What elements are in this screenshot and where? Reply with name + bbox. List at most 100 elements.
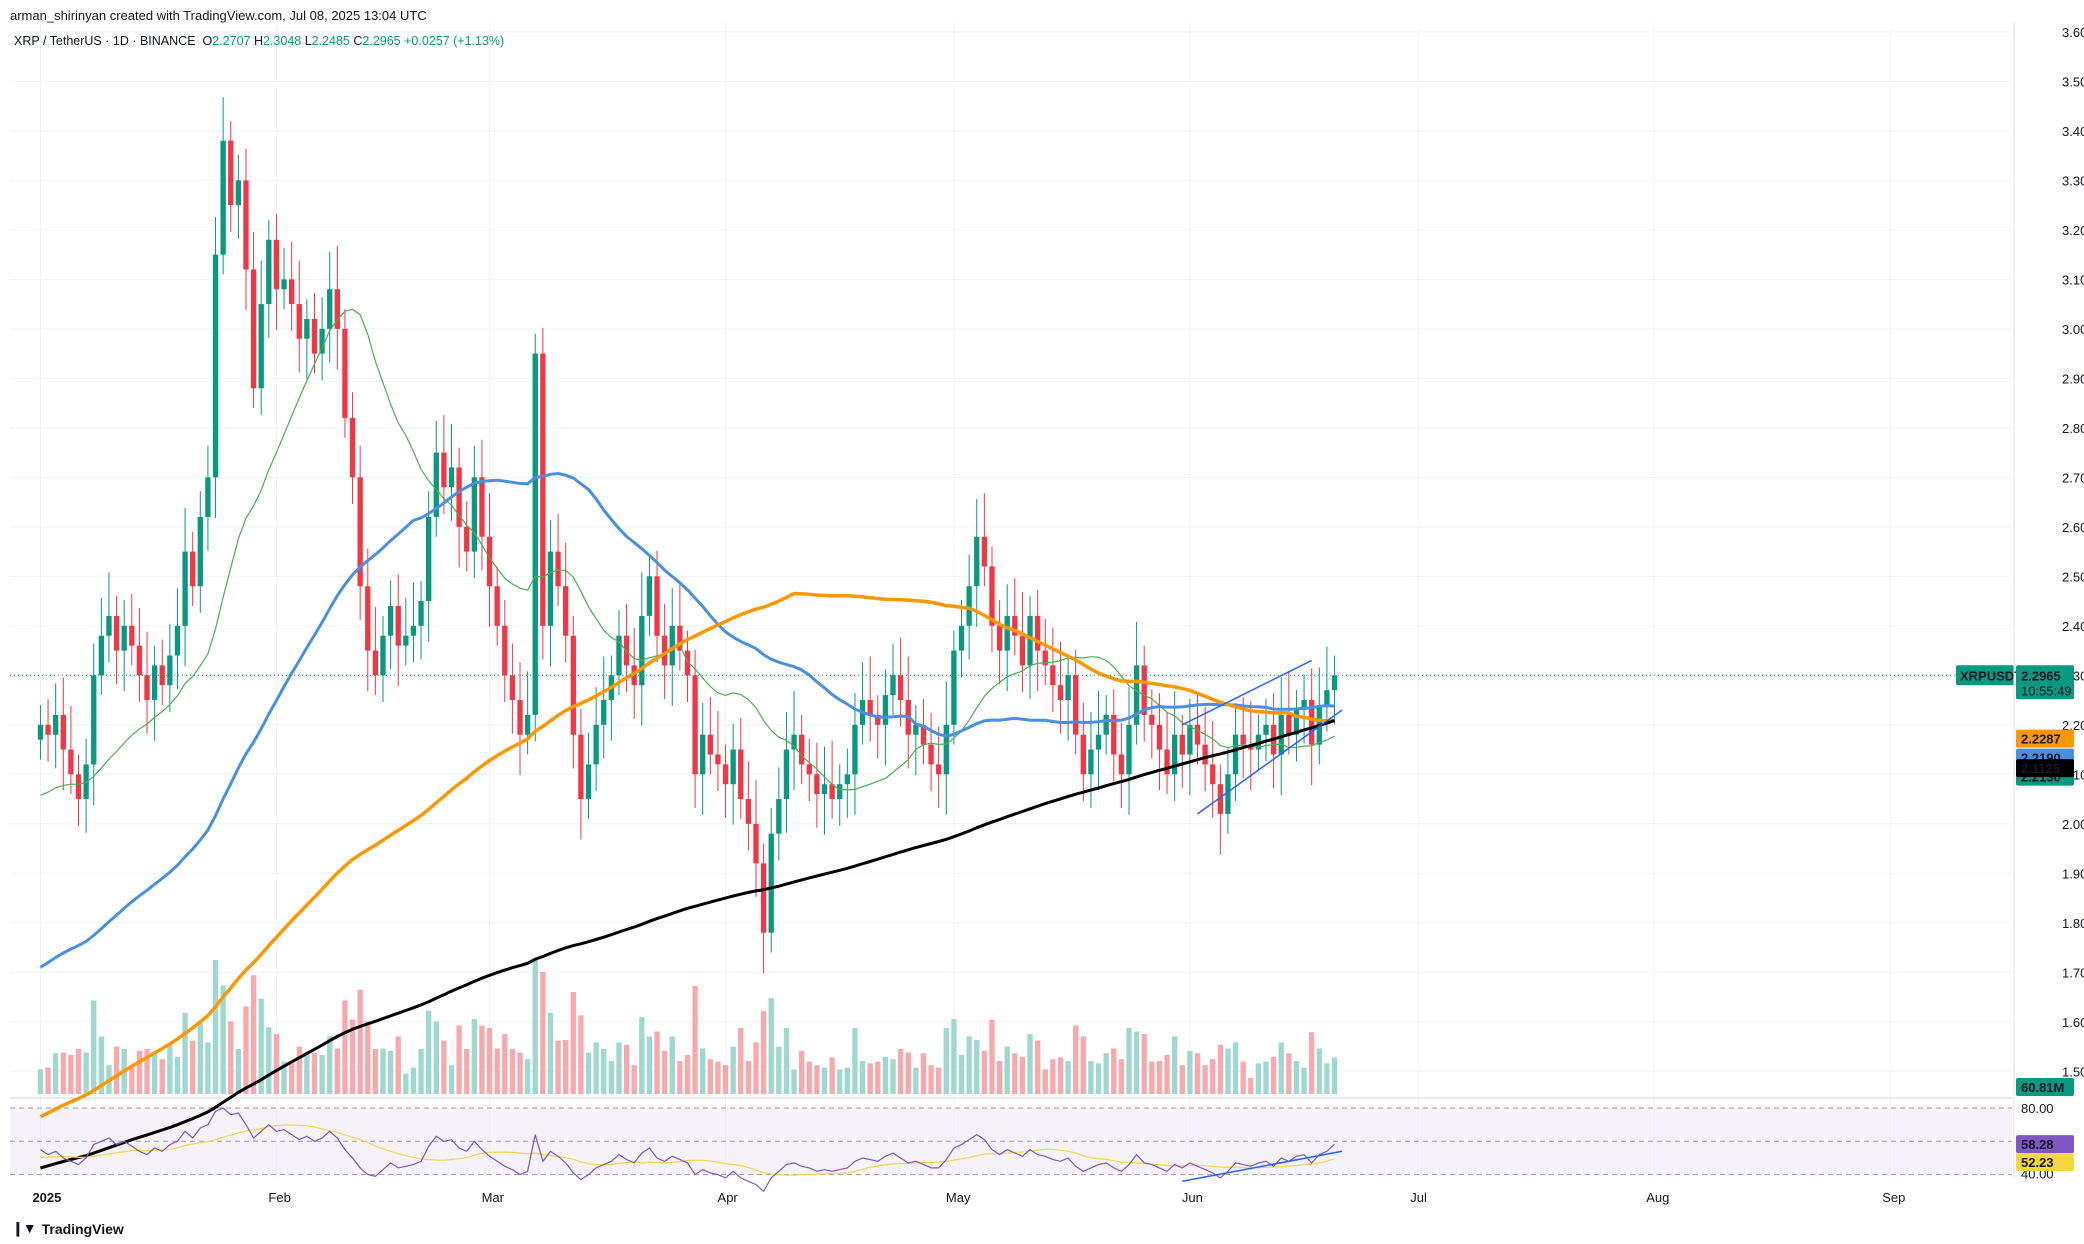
volume-bar <box>311 1052 318 1094</box>
rsi-value-tag-text: 58.28 <box>2021 1137 2054 1152</box>
candle-body <box>1293 709 1300 735</box>
candle-body <box>357 477 363 587</box>
volume-bar <box>753 1042 759 1094</box>
high-value: 2.3048 <box>262 34 302 48</box>
volume-bar <box>1263 1061 1269 1094</box>
volume-bar <box>791 1069 797 1094</box>
brand-text: TradingView <box>41 1220 124 1237</box>
volume-bar <box>479 1025 485 1094</box>
candle-body <box>738 749 744 800</box>
volume-bar <box>578 1015 584 1094</box>
volume-bar <box>1149 1061 1155 1094</box>
volume-bar <box>1103 1053 1109 1094</box>
volume-bar <box>981 1050 988 1094</box>
candle-body <box>1301 700 1307 710</box>
candle-body <box>730 749 736 785</box>
low-label: L <box>304 34 312 48</box>
time-tick-label: 2025 <box>32 1190 61 1205</box>
volume-bar <box>395 1036 401 1094</box>
volume-bar <box>547 1013 554 1094</box>
volume-bar <box>646 1036 653 1094</box>
candle-body <box>1309 700 1315 745</box>
candle-body <box>646 576 653 616</box>
low-value: 2.2485 <box>311 34 350 48</box>
volume-bar <box>928 1065 934 1094</box>
time-tick-label: Sep <box>1882 1190 1905 1205</box>
candle-body <box>235 180 242 206</box>
trend-line-upper <box>1181 659 1313 726</box>
candle-body <box>1126 724 1132 775</box>
price-tag-bg <box>2016 665 2074 700</box>
volume-bar <box>715 1061 721 1094</box>
candle-body <box>448 467 455 488</box>
candle-body <box>151 665 158 701</box>
volume-bar <box>1004 1046 1010 1094</box>
volume-bar <box>974 1040 980 1094</box>
rsi-value-tag-bg <box>2016 1135 2074 1154</box>
symbol-name[interactable]: XRP / TetherUS · 1D · BINANCE <box>14 34 196 48</box>
candle-body <box>1202 744 1208 765</box>
candle-body <box>1019 635 1026 666</box>
price-tick-label: 3.4000 <box>2062 124 2084 139</box>
candle-body <box>555 551 561 587</box>
candle-body <box>1111 714 1117 755</box>
volume-bar <box>1141 1034 1147 1094</box>
volume-bar <box>1301 1067 1307 1094</box>
candle-body <box>182 551 188 626</box>
volume-bar <box>989 1019 995 1094</box>
volume-bar <box>1202 1065 1208 1094</box>
time-tick-label: Aug <box>1646 1190 1669 1205</box>
candle-body <box>669 625 675 666</box>
candle-body <box>228 140 234 206</box>
price-tick-label: 2.2000 <box>2062 718 2084 733</box>
candle-body <box>387 606 394 636</box>
volume-bar <box>1293 1061 1300 1094</box>
volume-bar <box>608 1061 615 1094</box>
volume-bar <box>281 1061 287 1094</box>
volume-bar <box>1057 1057 1064 1094</box>
close-label: C <box>353 34 363 48</box>
candle-body <box>1263 724 1269 735</box>
candle-body <box>1331 675 1338 691</box>
volume-bar <box>464 1049 470 1094</box>
candle-body <box>1103 714 1109 735</box>
volume-bar <box>273 1034 280 1094</box>
tradingview-logo-icon: ❙▼ <box>12 1220 37 1236</box>
volume-bar <box>494 1048 500 1094</box>
sma-long-tag-text: 2.1125 <box>2021 761 2060 776</box>
candle-body <box>593 724 599 765</box>
volume-bar <box>760 1011 767 1094</box>
candle-body <box>1164 749 1170 775</box>
volume-bar <box>174 1056 181 1094</box>
volume-bar <box>745 1061 752 1094</box>
volume-bar <box>509 1049 516 1094</box>
candle-body <box>349 417 356 478</box>
symbol-legend[interactable]: XRP / TetherUS · 1D · BINANCE O2.2707 H2… <box>14 34 504 48</box>
candle-body <box>1118 754 1125 775</box>
volume-bar <box>570 992 576 1094</box>
volume-bar <box>304 1053 310 1094</box>
volume-bar <box>1286 1053 1292 1094</box>
candle-body <box>1065 675 1071 701</box>
volume-bar <box>661 1050 668 1094</box>
volume-bar <box>1111 1048 1117 1094</box>
volume-bar <box>730 1046 736 1094</box>
volume-bar <box>806 1061 812 1094</box>
volume-bar <box>1194 1053 1201 1094</box>
volume-bar <box>258 998 264 1094</box>
candle-body <box>753 823 759 864</box>
candle-body <box>707 734 713 755</box>
time-tick-label: May <box>946 1190 971 1205</box>
tradingview-branding[interactable]: ❙▼ TradingView <box>12 1220 124 1237</box>
candle-body <box>951 650 957 725</box>
volume-bar <box>182 1013 188 1094</box>
volume-bar <box>136 1050 143 1094</box>
volume-bar <box>1225 1048 1231 1094</box>
candle-body <box>936 764 942 775</box>
candle-body <box>174 625 181 656</box>
volume-bar <box>738 1028 744 1094</box>
candle-body <box>844 774 851 785</box>
candle-body <box>281 279 287 290</box>
candle-body <box>806 764 812 775</box>
